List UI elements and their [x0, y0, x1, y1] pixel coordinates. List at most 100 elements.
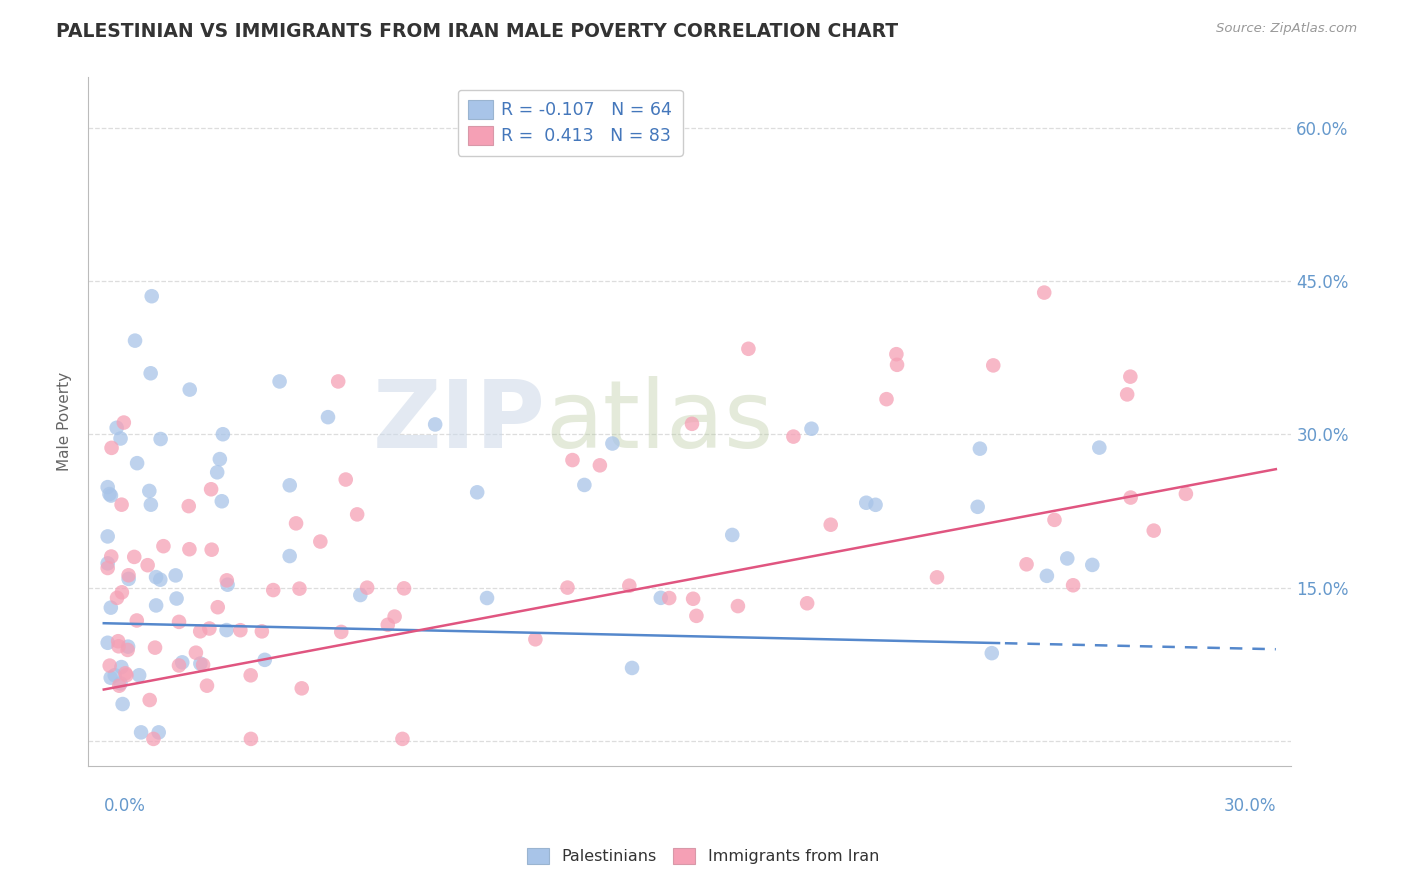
Point [117, 677, 139, 691]
Point [682, 645, 704, 659]
Point [127, 560, 149, 574]
Text: atlas: atlas [546, 376, 773, 467]
Point [1119, 506, 1142, 520]
Point [1050, 254, 1073, 268]
Point [138, 577, 160, 591]
Point [110, 698, 132, 712]
Point [143, 675, 166, 690]
Point [650, 644, 672, 658]
Point [212, 542, 235, 557]
Point [1119, 582, 1142, 596]
Point [602, 548, 624, 562]
Point [139, 586, 162, 600]
Point [179, 614, 201, 628]
Point [966, 587, 988, 601]
Text: ZIP: ZIP [373, 376, 546, 467]
Text: PALESTINIAN VS IMMIGRANTS FROM IRAN MALE POVERTY CORRELATION CHART: PALESTINIAN VS IMMIGRANTS FROM IRAN MALE… [56, 22, 898, 41]
Point [167, 659, 190, 673]
Point [800, 539, 823, 553]
Point [557, 638, 579, 652]
Point [239, 692, 262, 706]
Point [136, 624, 159, 638]
Point [1174, 579, 1197, 593]
Point [980, 679, 1002, 693]
Point [207, 650, 229, 665]
Point [820, 599, 842, 613]
Point [269, 509, 291, 524]
Point [97, 606, 120, 620]
Point [250, 665, 273, 680]
Point [125, 658, 148, 673]
Text: 30.0%: 30.0% [1223, 797, 1275, 814]
Point [208, 558, 231, 572]
Point [114, 691, 136, 706]
Point [1088, 550, 1111, 565]
Point [589, 561, 612, 575]
Point [111, 640, 134, 655]
Point [98, 687, 121, 701]
Point [574, 574, 596, 588]
Point [97, 575, 120, 590]
Point [737, 489, 759, 503]
Point [104, 692, 127, 706]
Point [107, 672, 129, 686]
Point [377, 661, 399, 675]
Point [335, 570, 357, 584]
Point [776, 198, 799, 212]
Point [1033, 453, 1056, 467]
Point [1143, 602, 1166, 616]
Point [524, 670, 547, 684]
Point [1056, 620, 1078, 634]
Point [165, 630, 187, 644]
Point [384, 656, 406, 670]
Point [886, 499, 908, 513]
Point [100, 694, 122, 708]
Point [110, 688, 132, 702]
Point [465, 578, 488, 592]
Point [855, 585, 877, 599]
Point [782, 543, 804, 558]
Point [1043, 596, 1066, 610]
Point [262, 640, 284, 654]
Point [1081, 624, 1104, 638]
Point [138, 708, 160, 723]
Point [122, 619, 145, 633]
Point [128, 692, 150, 706]
Point [98, 579, 121, 593]
Point [117, 674, 139, 689]
Point [142, 732, 165, 747]
Y-axis label: Male Poverty: Male Poverty [58, 372, 72, 471]
Point [309, 609, 332, 624]
Point [681, 535, 703, 549]
Point [105, 644, 128, 658]
Point [139, 504, 162, 518]
Point [1062, 636, 1084, 650]
Point [117, 630, 139, 644]
Point [865, 586, 887, 600]
Text: Source: ZipAtlas.com: Source: ZipAtlas.com [1216, 22, 1357, 36]
Point [288, 639, 311, 653]
Point [425, 536, 447, 550]
Legend: R = -0.107   N = 64, R =  0.413   N = 83: R = -0.107 N = 64, R = 0.413 N = 83 [458, 89, 682, 156]
Point [172, 684, 194, 698]
Point [316, 532, 339, 546]
Point [330, 665, 353, 680]
Point [107, 674, 129, 689]
Point [475, 644, 498, 658]
Point [1036, 631, 1059, 645]
Point [215, 665, 238, 679]
Point [619, 637, 641, 651]
Point [285, 598, 308, 612]
Point [105, 538, 128, 552]
Point [152, 612, 174, 626]
Point [148, 728, 170, 742]
Text: 0.0%: 0.0% [104, 797, 146, 814]
Point [796, 648, 818, 662]
Point [167, 687, 190, 701]
Point [721, 605, 744, 619]
Point [145, 632, 167, 646]
Point [969, 551, 991, 566]
Point [392, 639, 415, 653]
Point [1015, 624, 1038, 638]
Point [981, 499, 1004, 513]
